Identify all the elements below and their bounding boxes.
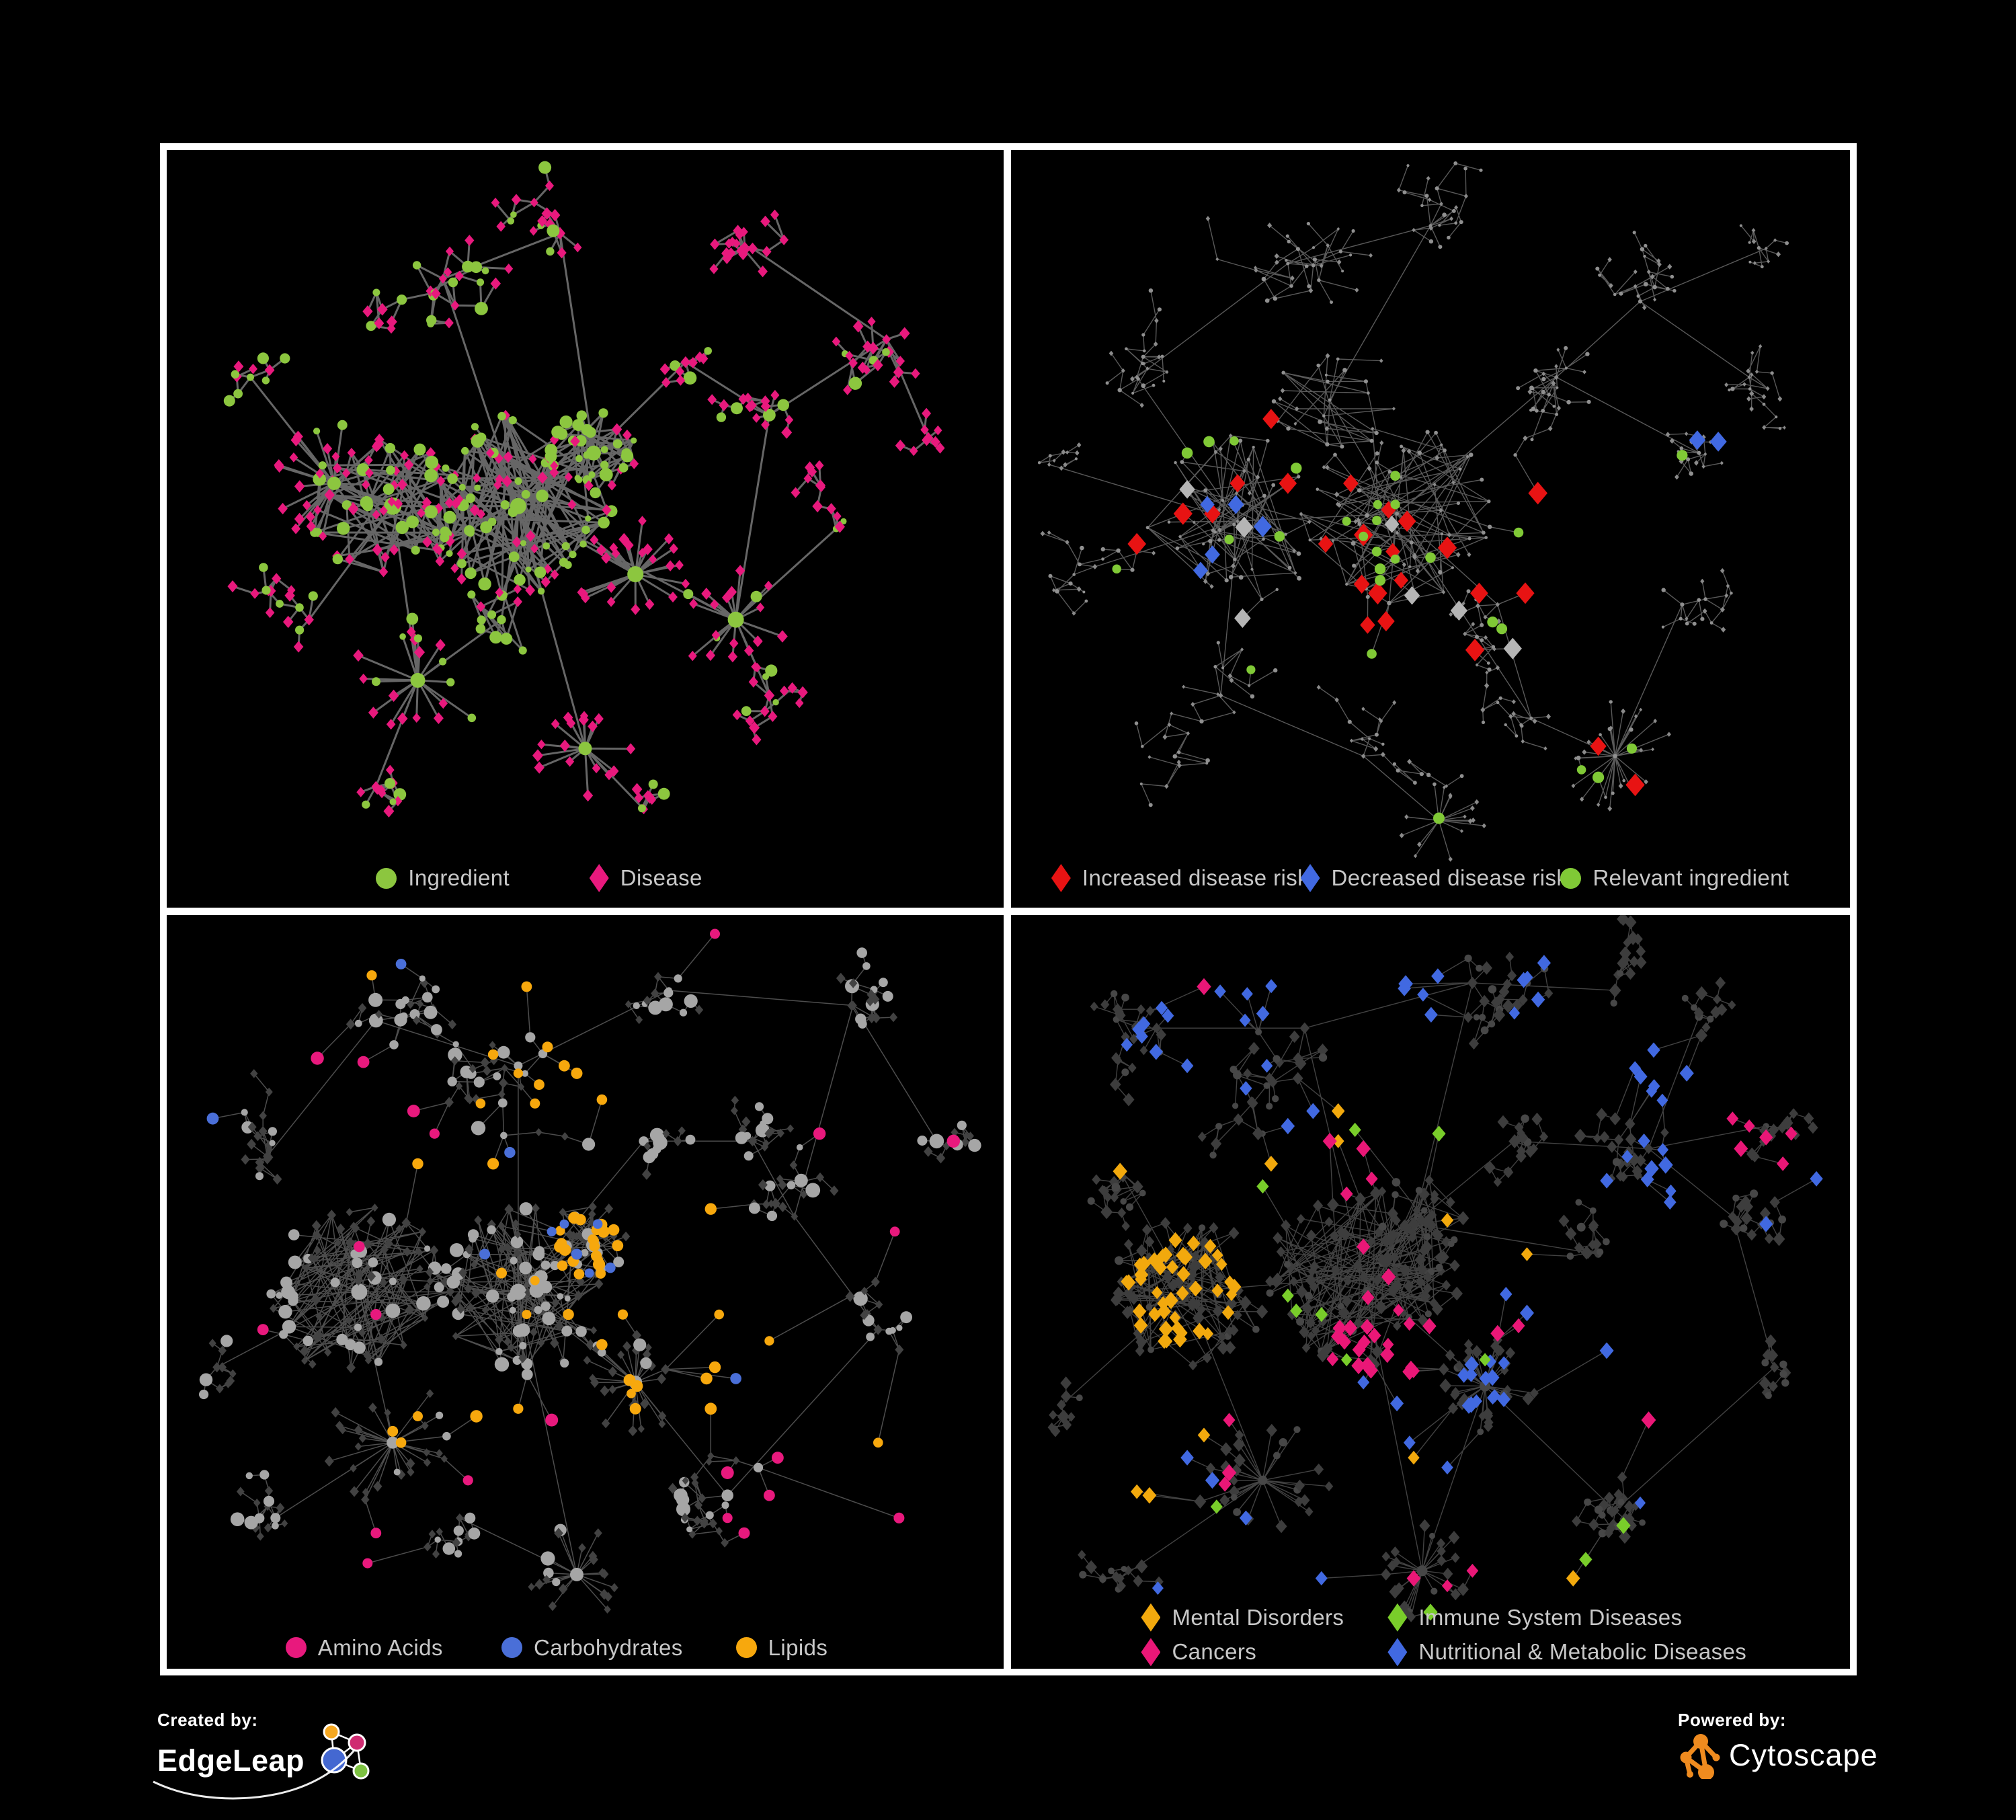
panel-ingredient-classes: Amino Acids Carbohydrates Lipids [167, 915, 1004, 1669]
panel-disease-classes: Mental Disorders Immune System Diseases Ca… [1011, 915, 1850, 1669]
edgeleap-brand-row: EdgeLeap [153, 1723, 378, 1800]
panels-grid: Ingredient Disease Increased disease risk… [160, 143, 1857, 1675]
created-by-block: Created by: EdgeLeap [153, 1710, 378, 1800]
cytoscape-brand-text: Cytoscape [1729, 1738, 1878, 1772]
disease-risk-network-canvas [1037, 161, 1789, 862]
ingredient-disease-network-canvas [223, 161, 945, 818]
disease-classes-network-canvas [1047, 915, 1823, 1622]
cytoscape-brand-row: Cytoscape [1678, 1732, 1878, 1779]
ingredient-classes-network-canvas [199, 928, 981, 1614]
created-by-label: Created by: [157, 1710, 258, 1730]
powered-by-label: Powered by: [1678, 1710, 1787, 1730]
powered-by-block: Powered by: Cytoscape [1678, 1710, 1878, 1779]
panel-disease-risk: Increased disease risk Decreased disease … [1011, 150, 1850, 908]
edgeleap-brand-text: EdgeLeap [157, 1743, 305, 1778]
edgeleap-logo-icon [321, 1723, 370, 1780]
cytoscape-logo-icon [1680, 1734, 1720, 1779]
panel-ingredient-disease: Ingredient Disease [167, 150, 1004, 908]
